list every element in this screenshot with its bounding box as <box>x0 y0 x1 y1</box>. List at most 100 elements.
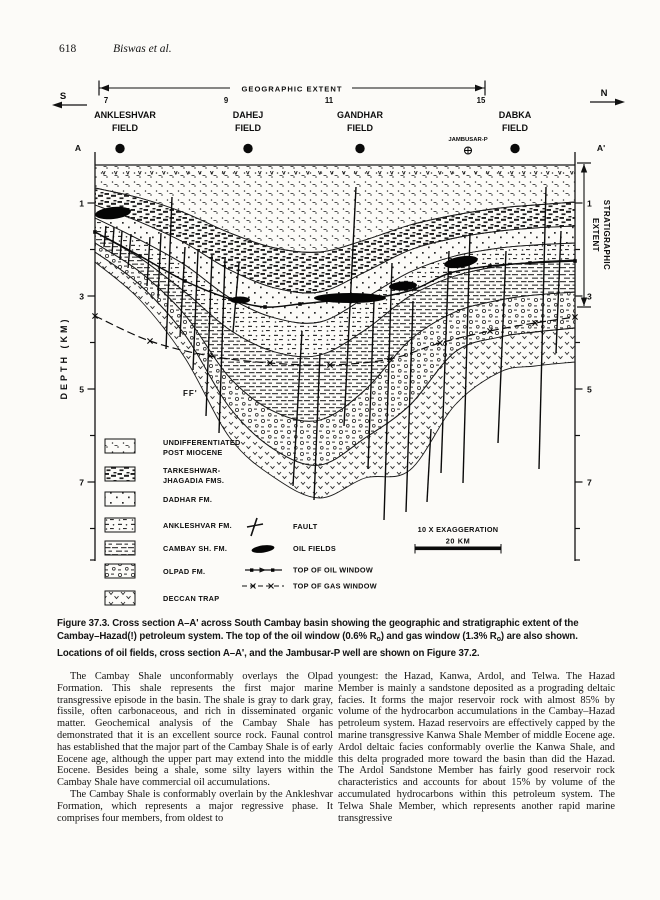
legend-label-gas-window: TOP OF GAS WINDOW <box>293 582 377 591</box>
fault-line <box>218 258 226 434</box>
field-label-dabka: DABKA <box>499 110 532 120</box>
legend-label-post-miocene-2: POST MIOCENE <box>163 448 223 457</box>
oil-window-marker <box>183 279 187 283</box>
legend-swatch-deccan <box>104 590 136 606</box>
oil-field-body <box>230 296 250 304</box>
volcanic-tick: v <box>534 170 538 177</box>
legend-swatch-tarkeshwar <box>104 466 136 482</box>
field-label-dahej-2: FIELD <box>235 123 261 133</box>
fault-zone-ff-label: FF' <box>183 389 198 398</box>
volcanic-tick: v <box>102 170 106 177</box>
fault-line <box>555 230 562 354</box>
body-column-left: The Cambay Shale unconformably overlays … <box>57 671 333 824</box>
paragraph: The Cambay Shale is conformably overlain… <box>57 788 333 824</box>
field-number-ankleshvar: 7 <box>104 96 108 105</box>
fault-line <box>462 232 471 484</box>
field-dot <box>243 143 253 154</box>
legend-label-dadhar: DADHAR FM. <box>163 495 212 504</box>
fault-line <box>405 300 414 513</box>
fault-line <box>119 230 123 261</box>
volcanic-tick: v <box>522 170 526 177</box>
depth-axis-ticks <box>87 202 583 561</box>
south-label: S <box>60 91 66 102</box>
volcanic-tick: v <box>162 170 166 177</box>
volcanic-tick: v <box>234 170 238 177</box>
oil-window-marker <box>138 254 142 258</box>
gas-window-marker <box>572 314 578 320</box>
geographic-extent-label: GEOGRAPHIC EXTENT <box>242 85 343 94</box>
depth-tick-1: 1 <box>79 199 84 209</box>
depth-tick-5: 5 <box>79 385 84 395</box>
field-number-gandhar: 11 <box>325 96 334 105</box>
oil-field-symbol-icon <box>251 545 275 553</box>
oil-field-body <box>314 293 386 303</box>
volcanic-tick: v <box>222 170 226 177</box>
volcanic-tick: v <box>558 170 562 177</box>
oil-window-marker <box>228 297 232 301</box>
field-dot <box>510 143 520 154</box>
volcanic-tick: v <box>474 170 478 177</box>
caption-line-1: Figure 37.3. Cross section A–A' across S… <box>57 618 579 629</box>
south-arrow: S <box>52 91 87 109</box>
legend-label-oil-fields: OIL FIELDS <box>293 544 336 553</box>
legend-swatch-cambay <box>104 540 136 556</box>
volcanic-tick: v <box>546 170 550 177</box>
volcanic-tick: v <box>438 170 442 177</box>
depth-axis-labels-right: 1 3 5 7 <box>587 199 592 488</box>
fault-line <box>111 227 115 255</box>
fault-line <box>383 262 393 521</box>
field-label-ankleshvar-2: FIELD <box>112 123 138 133</box>
legend-label-ankleshvar: ANKLESHVAR FM. <box>163 521 232 530</box>
scale-bar <box>415 546 501 551</box>
legend-label-cambay: CAMBAY SH. FM. <box>163 544 227 553</box>
volcanic-tick: v <box>198 170 202 177</box>
geographic-extent-arrow: GEOGRAPHIC EXTENT <box>98 80 486 96</box>
oil-field-body <box>444 255 478 269</box>
fault-lines <box>103 186 562 521</box>
body-column-right: youngest: the Hazad, Kanwa, Ardol, and T… <box>338 671 615 824</box>
gas-window-marker <box>92 313 98 319</box>
oil-field-body <box>95 206 131 220</box>
figure-37-3-cross-section: GEOGRAPHIC EXTENT S N 7 9 11 15 ANKLESHV… <box>52 80 625 606</box>
oil-window-marker <box>263 305 267 309</box>
running-head-authors: Biswas et al. <box>113 43 172 55</box>
volcanic-tick: v <box>498 170 502 177</box>
depth-tick-7: 7 <box>79 478 84 488</box>
depth-tick-5r: 5 <box>587 385 592 395</box>
gas-window-symbol-icon <box>242 583 284 589</box>
fault-line <box>343 186 357 427</box>
legend-swatch-olpad <box>104 563 136 579</box>
legend-units: UNDIFFERENTIATED POST MIOCENE TARKESHWAR… <box>104 438 240 606</box>
volcanic-tick: v <box>330 170 334 177</box>
legend-swatch-post-miocene <box>104 438 136 454</box>
gas-window-marker <box>267 360 273 366</box>
field-dot <box>115 143 125 154</box>
oil-field-body <box>389 281 417 291</box>
field-label-ankleshvar: ANKLESHVAR <box>94 110 156 120</box>
volcanic-tick: v <box>150 170 154 177</box>
depth-axis-title: DEPTH (KM) <box>59 317 69 400</box>
volcanic-tick: v <box>426 170 430 177</box>
fault-line <box>292 330 303 487</box>
fault-line <box>367 300 375 470</box>
volcanic-tick: v <box>294 170 298 177</box>
volcanic-tick: v <box>378 170 382 177</box>
depth-axis-labels-left: 1 3 5 7 <box>79 199 84 488</box>
paragraph: youngest: the Hazad, Kanwa, Ardol, and T… <box>338 671 615 824</box>
page-number: 618 <box>59 43 77 55</box>
volcanic-tick: v <box>138 170 142 177</box>
depth-tick-7r: 7 <box>587 478 592 488</box>
fault-line <box>538 186 547 470</box>
gas-window-marker <box>487 328 493 334</box>
volcanic-tick: v <box>126 170 130 177</box>
fault-line <box>440 250 450 474</box>
stratigraphic-extent-arrow: STRATIGRAPHIC EXTENT <box>577 162 611 308</box>
fault-line <box>165 196 173 350</box>
volcanic-tick: v <box>282 170 286 177</box>
oil-window-marker <box>448 271 452 275</box>
exaggeration-label: 10 X EXAGGERATION <box>418 525 499 534</box>
oil-window-marker <box>413 287 417 291</box>
fault-line <box>205 254 213 417</box>
volcanic-tick: v <box>366 170 370 177</box>
